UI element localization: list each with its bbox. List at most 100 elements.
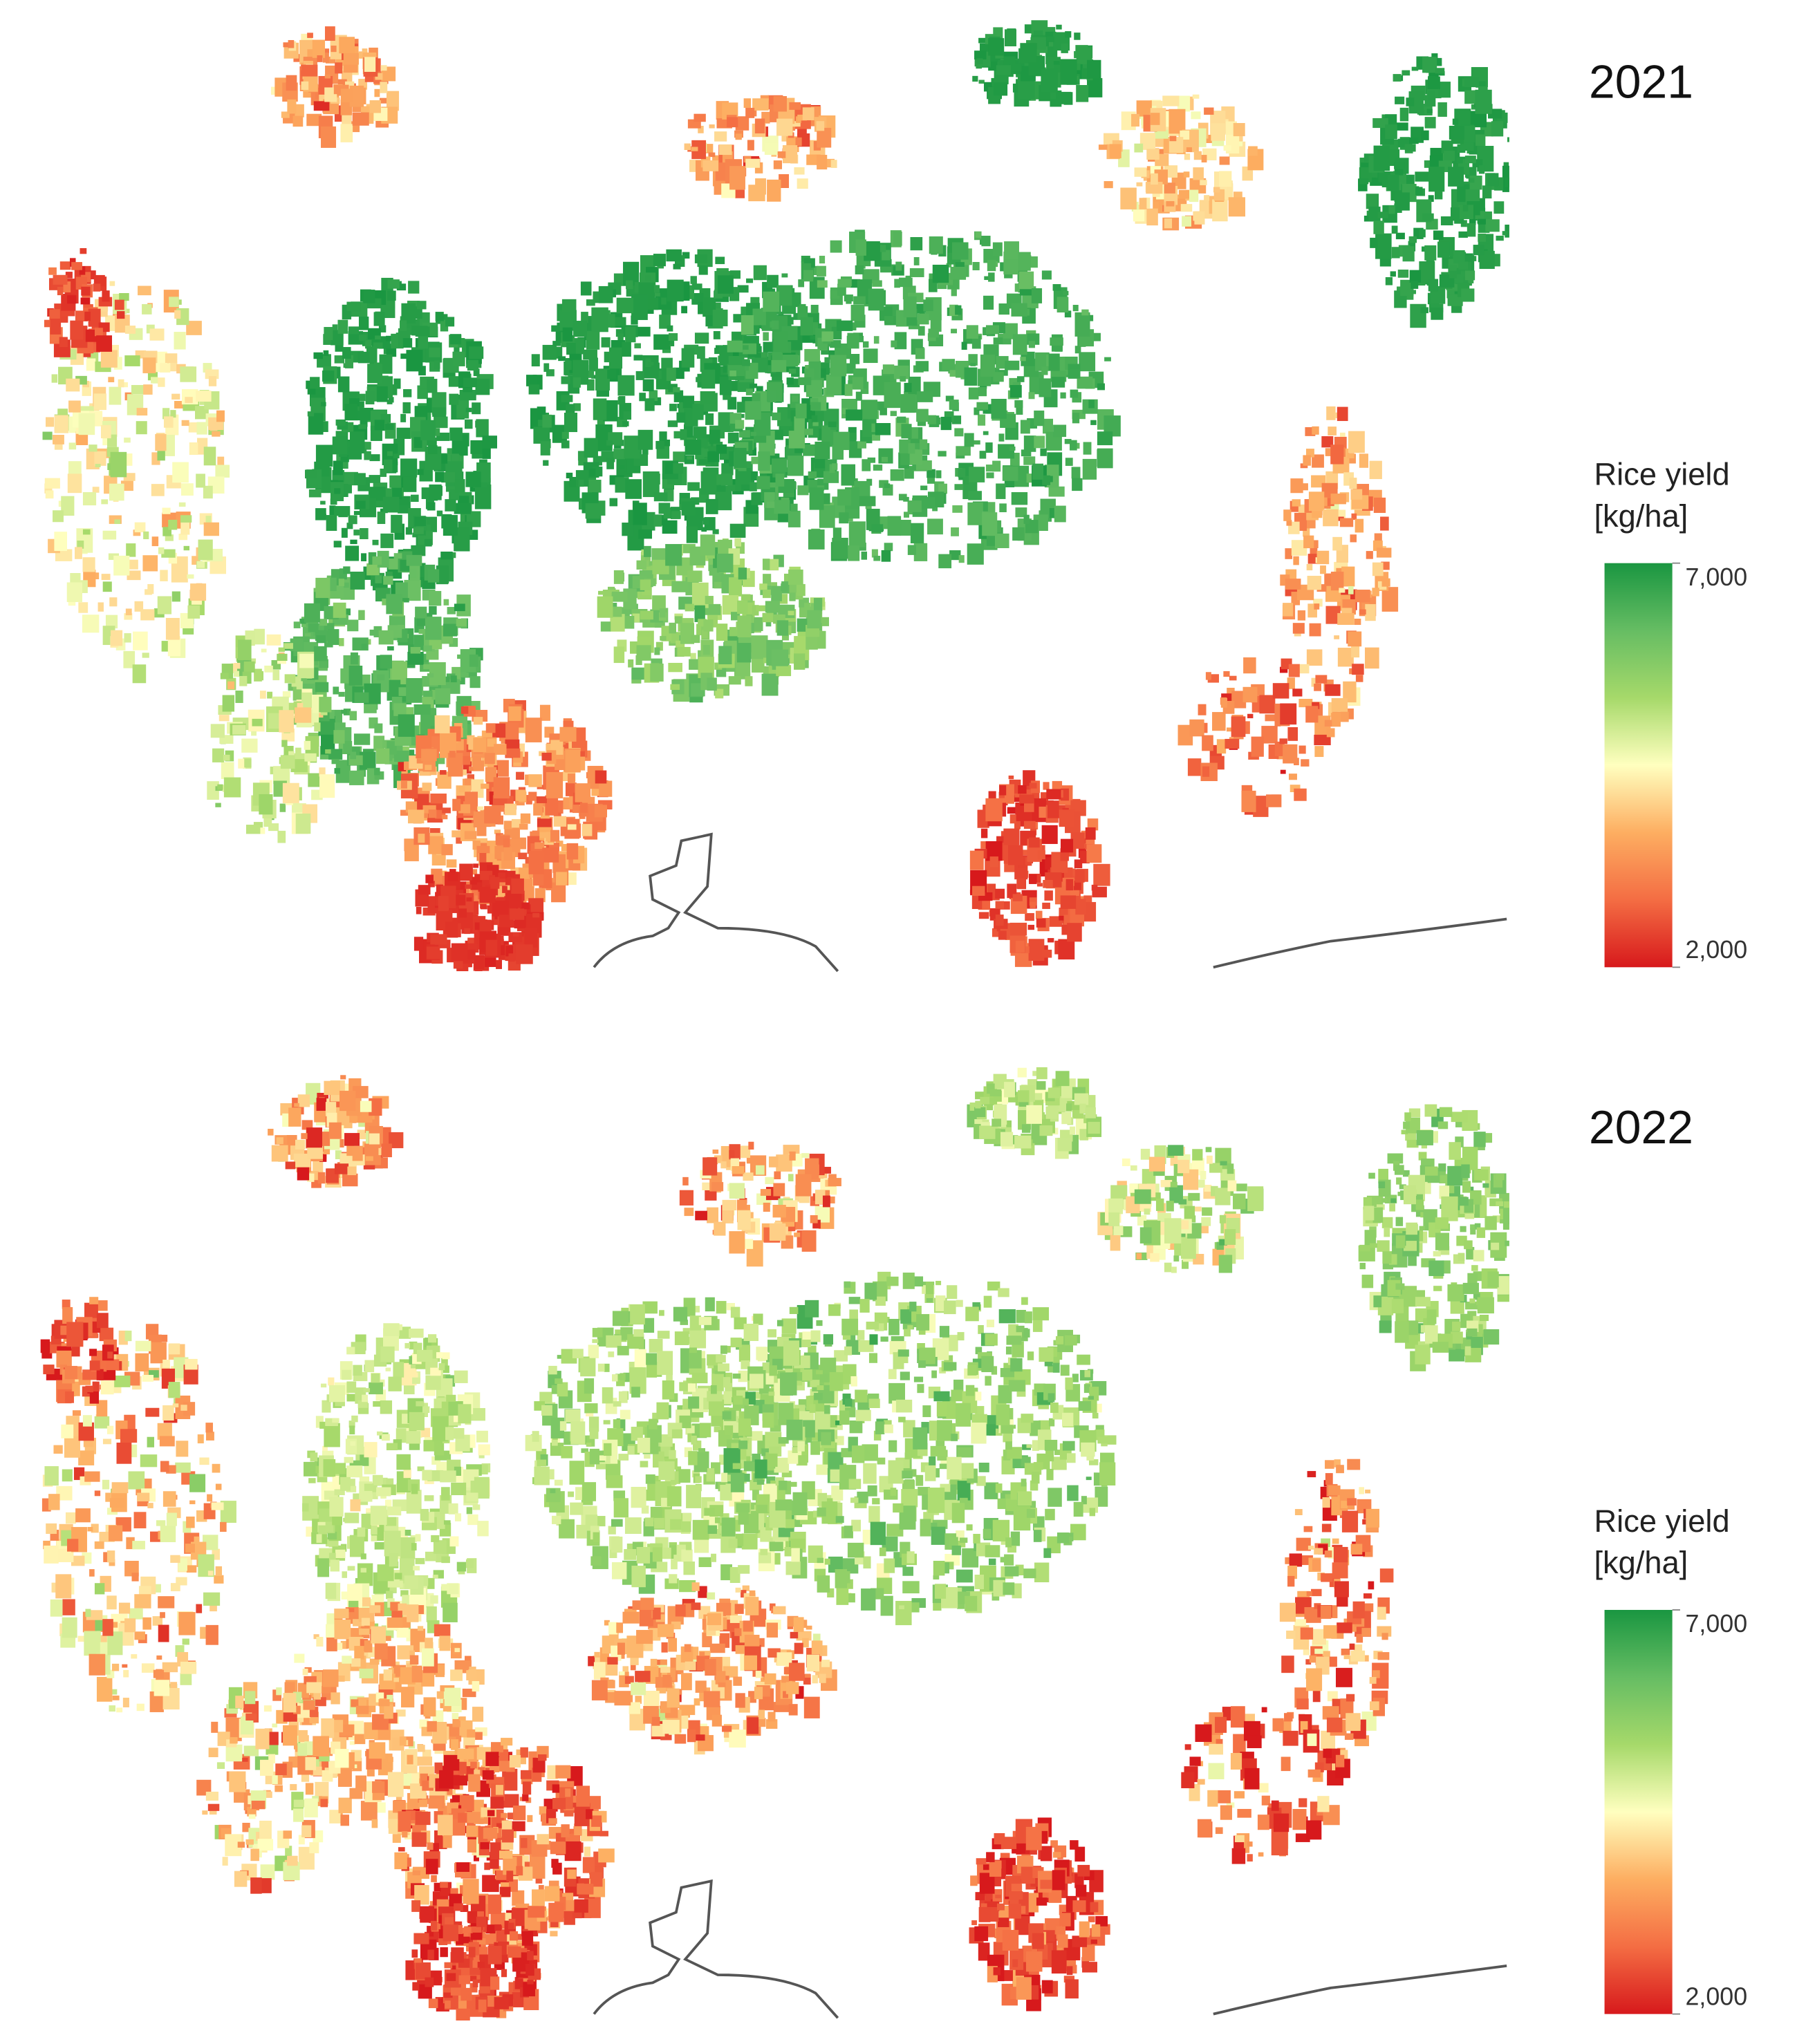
yield-map-2022 <box>40 1067 1509 2021</box>
pixel-patch <box>306 113 322 126</box>
pixel-patch <box>313 352 323 359</box>
pixel-patch <box>1310 546 1318 556</box>
pixel-patch <box>737 615 752 637</box>
pixel-patch <box>1097 448 1113 469</box>
pixel-patch <box>396 283 407 291</box>
pixel-patch <box>1184 153 1191 160</box>
pixel-patch <box>1448 167 1464 187</box>
pixel-patch <box>764 142 779 156</box>
pixel-patch <box>362 48 368 54</box>
pixel-patch <box>625 326 636 343</box>
pixel-patch <box>758 352 766 358</box>
pixel-patch <box>135 350 147 359</box>
pixel-patch <box>277 830 286 843</box>
pixel-patch <box>1020 420 1030 434</box>
pixel-patch <box>1041 270 1052 280</box>
pixel-patch <box>369 100 381 113</box>
pixel-patch <box>734 447 747 468</box>
pixel-patch <box>208 376 217 386</box>
pixel-patch <box>251 731 257 736</box>
pixel-patch <box>705 596 714 604</box>
pixel-patch <box>803 444 817 456</box>
pixel-patch <box>174 310 181 319</box>
pixel-patch <box>1075 899 1086 915</box>
pixel-patch <box>418 885 431 895</box>
pixel-patch <box>431 1535 440 1542</box>
pixel-patch <box>754 118 765 134</box>
pixel-patch <box>187 605 201 619</box>
pixel-patch <box>1395 166 1404 176</box>
pixel-patch <box>1231 691 1247 709</box>
pixel-patch <box>447 753 463 777</box>
pixel-patch <box>1060 59 1077 85</box>
pixel-patch <box>472 402 481 415</box>
pixel-patch <box>528 774 542 787</box>
pixel-patch <box>681 348 695 368</box>
pixel-patch <box>996 836 1006 843</box>
pixel-patch <box>373 1401 381 1407</box>
pixel-patch <box>1385 276 1393 285</box>
pixel-patch <box>286 75 297 91</box>
pixel-patch <box>555 872 568 885</box>
pixel-patch <box>1321 436 1334 448</box>
pixel-patch <box>290 638 304 652</box>
pixel-patch <box>694 254 707 263</box>
pixel-patch <box>691 140 707 160</box>
pixel-patch <box>1012 894 1023 901</box>
pixel-patch <box>670 684 680 691</box>
pixel-patch <box>766 501 775 508</box>
pixel-patch <box>326 515 337 531</box>
pixel-patch <box>1169 135 1177 142</box>
pixel-patch <box>604 1363 610 1372</box>
pixel-patch <box>741 359 750 366</box>
pixel-patch <box>171 393 180 400</box>
pixel-patch <box>387 646 394 651</box>
pixel-patch <box>382 496 400 513</box>
pixel-patch <box>353 511 361 515</box>
pixel-patch <box>383 1669 392 1681</box>
pixel-patch <box>354 1646 364 1660</box>
pixel-patch <box>400 1537 416 1559</box>
pixel-patch <box>661 439 671 447</box>
pixel-patch <box>441 1356 448 1367</box>
pixel-patch <box>897 416 906 423</box>
pixel-patch <box>1059 915 1066 921</box>
pixel-patch <box>634 326 651 337</box>
pixel-patch <box>342 608 351 616</box>
pixel-patch <box>449 751 456 758</box>
pixel-patch <box>673 431 682 439</box>
pixel-patch <box>1431 307 1444 320</box>
pixel-patch <box>281 111 290 118</box>
pixel-patch <box>449 393 459 405</box>
pixel-patch <box>415 606 427 619</box>
pixel-patch <box>633 355 643 361</box>
pixel-patch <box>988 791 996 802</box>
pixel-patch <box>61 496 75 516</box>
pixel-patch <box>403 388 412 397</box>
pixel-patch <box>794 416 806 433</box>
pixel-patch <box>587 379 595 391</box>
pixel-patch <box>440 1374 451 1381</box>
pixel-patch <box>387 1756 393 1762</box>
pixel-patch <box>1330 572 1344 591</box>
pixel-patch <box>682 395 695 409</box>
pixel-patch <box>573 403 581 411</box>
pixel-patch <box>1293 556 1299 565</box>
pixel-patch <box>859 496 876 507</box>
pixel-patch <box>714 348 722 355</box>
pixel-patch <box>1422 213 1434 221</box>
pixel-patch <box>770 321 775 328</box>
pixel-patch <box>715 345 723 350</box>
pixel-patch <box>440 1487 450 1501</box>
pixel-patch <box>470 440 484 454</box>
pixel-patch <box>1076 84 1089 102</box>
pixel-patch <box>633 588 641 599</box>
pixel-patch <box>958 555 965 563</box>
pixel-patch <box>564 413 578 433</box>
pixel-patch <box>288 39 295 48</box>
pixel-patch <box>1261 726 1278 744</box>
pixel-patch <box>999 503 1007 513</box>
pixel-patch <box>459 1698 467 1710</box>
pixel-patch <box>350 751 357 760</box>
pixel-patch <box>346 1347 355 1355</box>
